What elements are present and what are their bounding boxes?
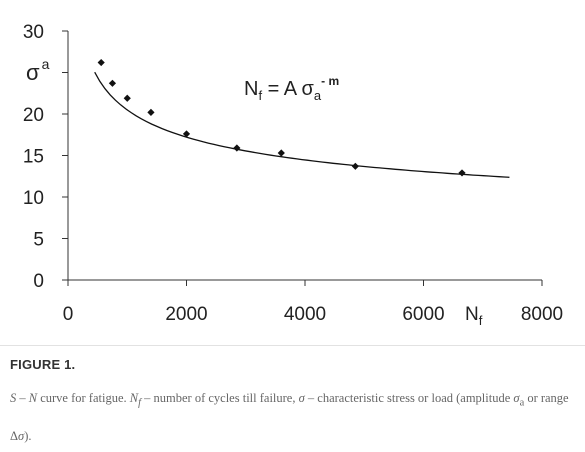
data-point (108, 79, 117, 87)
y-tick-label: 10 (23, 188, 44, 209)
x-tick-label: 2000 (165, 304, 207, 325)
data-point (277, 149, 285, 157)
data-points (97, 58, 466, 177)
fit-equation: Nf = A σa- m (244, 74, 339, 103)
data-point (123, 94, 131, 102)
x-tick-label: 6000 (402, 304, 444, 325)
x-tick-label: 8000 (521, 304, 563, 325)
y-tick-label: 5 (33, 230, 44, 251)
data-point (97, 58, 105, 67)
fit-curve-group (94, 71, 510, 178)
y-tick-label: 20 (23, 105, 44, 126)
data-point (233, 144, 241, 152)
data-point (351, 162, 359, 170)
x-axis-label: Nf (465, 304, 483, 328)
data-point (147, 108, 155, 116)
figure-caption-text: S – N curve for fatigue. Nf – number of … (10, 391, 569, 443)
y-tick-label: 30 (23, 22, 44, 43)
fit-curve (94, 71, 510, 178)
y-tick-label: 15 (23, 147, 44, 168)
x-tick-label: 0 (63, 304, 74, 325)
data-point (182, 130, 191, 138)
data-point (458, 169, 466, 177)
axes (67, 31, 542, 281)
ticks: 0 5 10 15 20 30 0 2000 4000 6000 8000 (23, 22, 563, 325)
y-tick-label: 0 (33, 271, 44, 292)
figure-caption-label: FIGURE 1. (10, 357, 76, 372)
x-tick-label: 4000 (284, 304, 326, 325)
